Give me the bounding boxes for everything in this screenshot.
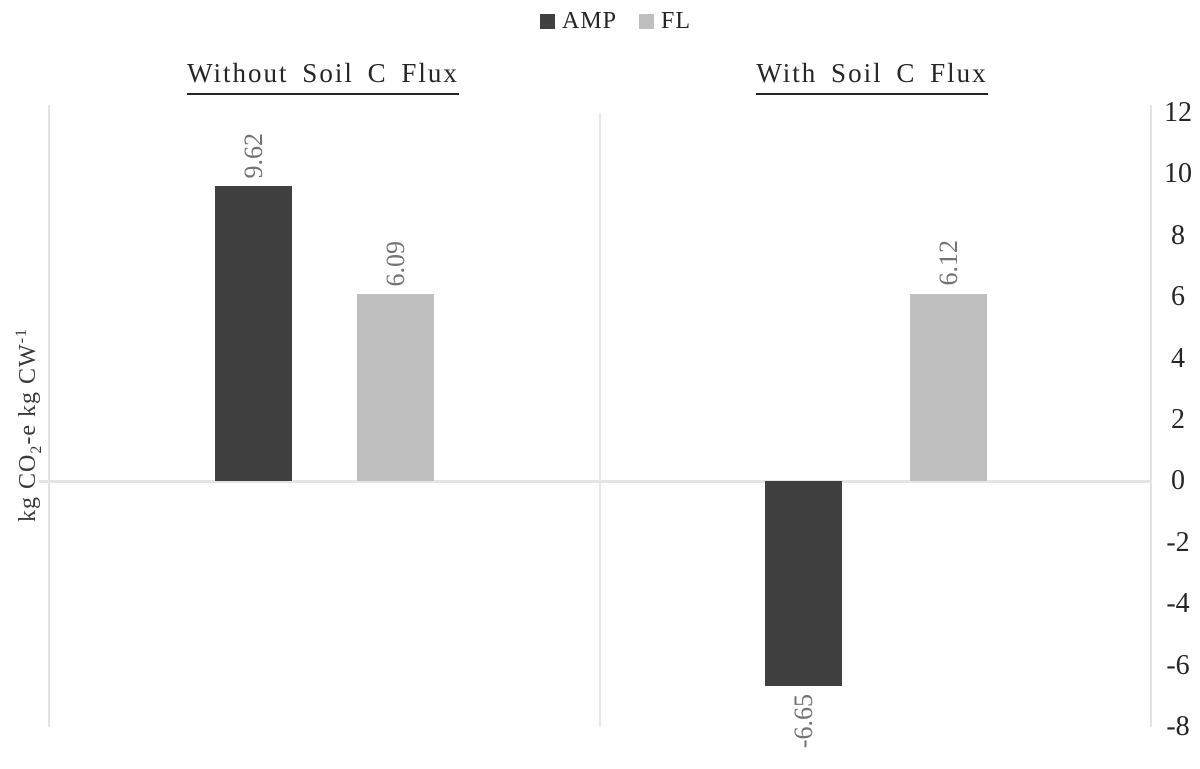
y-tick-label: -2 xyxy=(1166,526,1190,558)
legend-item-fl: FL xyxy=(639,8,691,35)
bar-value-label: 6.09 xyxy=(380,240,410,287)
bar-value-label: 6.12 xyxy=(933,240,963,286)
y-tick-label: 8 xyxy=(1171,219,1185,251)
panel-title-without-soil-c-flux: Without Soil C Flux xyxy=(113,58,533,95)
bar-value-label: 9.62 xyxy=(238,132,268,179)
amp-swatch-icon xyxy=(540,14,555,29)
y-tick-label: 6 xyxy=(1171,281,1185,313)
y-tick-label: -4 xyxy=(1166,588,1190,620)
panel-divider-line xyxy=(599,113,601,727)
y-axis-ticks: 12 10 8 6 4 2 0 -2 -4 -6 -8 xyxy=(1156,98,1200,742)
right-axis-line xyxy=(1150,105,1152,727)
bar-fl-with-soil-c-flux: 6.12 xyxy=(910,240,987,482)
y-tick-label: 10 xyxy=(1164,158,1192,190)
bar-amp-with-soil-c-flux: -6.65 xyxy=(765,481,842,748)
legend-item-amp: AMP xyxy=(540,8,617,35)
y-tick-label: -6 xyxy=(1166,649,1190,681)
y-tick-label: 4 xyxy=(1171,342,1185,374)
y-tick-label: -8 xyxy=(1166,711,1190,742)
y-tick-label: 2 xyxy=(1171,404,1185,435)
left-axis-line xyxy=(48,105,50,727)
bar-amp-without-soil-c-flux: 9.62 xyxy=(215,133,292,482)
y-tick-label: 0 xyxy=(1171,465,1185,497)
legend: AMP FL xyxy=(540,8,691,35)
y-axis-title: kg CO2-e kg CW-1 xyxy=(13,328,45,522)
legend-label-amp: AMP xyxy=(562,8,618,34)
bar-value-label: -6.65 xyxy=(788,693,818,748)
fl-swatch-icon xyxy=(639,14,655,29)
bar-fl-without-soil-c-flux: 6.09 xyxy=(357,241,434,482)
legend-label-fl: FL xyxy=(661,8,692,34)
plot-area: 9.62 6.09 -6.65 6.12 xyxy=(39,105,1152,748)
panel-title-with-soil-c-flux: With Soil C Flux xyxy=(662,58,1082,95)
zero-gridline xyxy=(39,480,1152,483)
y-tick-label: 12 xyxy=(1164,97,1192,128)
